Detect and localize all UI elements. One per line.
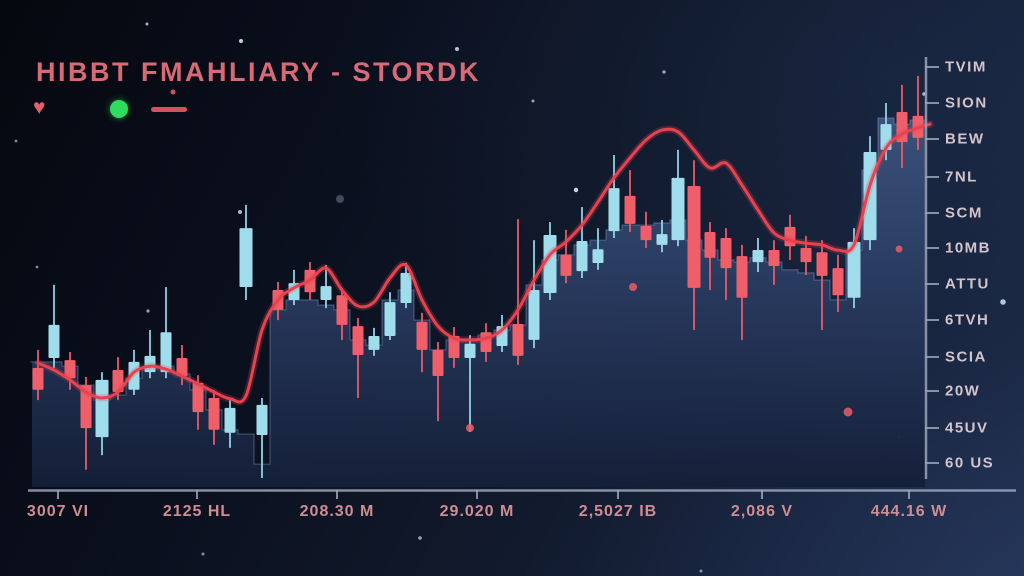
candle-body-down	[624, 195, 636, 224]
background-star	[145, 22, 149, 26]
background-star	[699, 569, 703, 573]
candle-body-down	[112, 370, 124, 392]
x-axis-label: 29.020 M	[439, 503, 515, 520]
candle-body-up	[256, 404, 268, 435]
y-axis-label: 6TVH	[945, 311, 990, 329]
candle-body-up	[144, 355, 156, 373]
candle-body-down	[720, 238, 732, 269]
y-axis-label: 45UV	[945, 419, 989, 437]
red-particle	[895, 245, 903, 253]
candle-body-up	[48, 324, 60, 358]
background-star	[573, 187, 579, 193]
candle-body-down	[416, 321, 428, 350]
candle-body-up	[239, 228, 253, 288]
y-axis-label: 7NL	[945, 168, 978, 186]
candle-body-up	[543, 235, 557, 294]
red-particle	[170, 89, 176, 95]
candle-body-down	[432, 349, 444, 377]
background-star	[418, 536, 422, 540]
ma-series-legend-dash[interactable]	[151, 107, 187, 112]
y-axis-label: 60 US	[945, 454, 995, 472]
x-axis-label: 444.16 W	[870, 503, 948, 520]
candle-body-up	[528, 290, 540, 340]
background-star	[14, 139, 18, 143]
y-axis-label: ATTU	[945, 275, 990, 293]
candle-body-down	[768, 250, 780, 266]
candle-body-down	[816, 252, 828, 276]
x-axis-label: 2,5027 IB	[578, 503, 658, 520]
candle-body-up	[95, 379, 109, 438]
candle-body-up	[368, 336, 380, 350]
background-star	[239, 39, 243, 43]
candle-body-up	[592, 249, 604, 263]
up-series-legend-dot[interactable]	[110, 100, 128, 118]
background-star	[336, 195, 344, 203]
ma-line	[36, 122, 932, 404]
x-axis-label: 2,086 V	[730, 503, 794, 520]
y-axis-label: SION	[945, 94, 988, 112]
candle-body-up	[752, 250, 764, 263]
candle-body-down	[352, 326, 364, 355]
candle-body-up	[847, 241, 861, 298]
candle-body-up	[464, 343, 476, 358]
candle-body-down	[704, 232, 716, 258]
background-star	[146, 309, 150, 313]
red-particle	[843, 407, 853, 417]
candle-body-up	[671, 177, 685, 241]
favorite-heart-icon[interactable]: ♥	[33, 96, 46, 119]
candle-body-down	[80, 385, 92, 429]
background-star	[1000, 299, 1006, 305]
x-axis-label: 2125 HL	[162, 503, 232, 520]
candle-body-down	[32, 367, 44, 390]
candle-body-up	[576, 241, 588, 272]
candle-body-down	[736, 256, 748, 298]
y-axis-label: 20W	[945, 382, 981, 400]
candle-body-down	[208, 397, 220, 430]
candle-body-down	[64, 360, 76, 379]
x-axis-label: 208.30 M	[299, 503, 375, 520]
y-axis-label: 10MB	[945, 239, 992, 257]
candle-body-up	[656, 234, 668, 245]
red-particle	[466, 424, 474, 432]
y-axis-label: SCM	[945, 204, 983, 222]
candle-body-up	[384, 302, 396, 337]
candle-body-down	[832, 268, 844, 296]
red-particle	[629, 283, 637, 291]
x-axis-label: 3007 VI	[26, 503, 90, 520]
chart-title: HIBBT FMAHLIARY - STORDK	[36, 57, 481, 87]
y-axis-label: BEW	[945, 130, 985, 148]
candle-body-down	[176, 357, 188, 377]
candle-body-down	[560, 254, 572, 276]
y-axis-label: SCIA	[945, 348, 987, 366]
y-axis-label: TVIM	[945, 58, 987, 76]
candle-body-down	[512, 324, 524, 356]
candle-body-down	[192, 382, 204, 413]
candle-body-down	[800, 247, 812, 263]
background-star	[35, 265, 39, 269]
candle-body-up	[320, 286, 332, 300]
price-area-fill	[30, 115, 926, 487]
candle-body-up	[160, 332, 172, 373]
background-star	[531, 99, 535, 103]
background-star	[455, 47, 459, 51]
candle-body-down	[448, 336, 460, 358]
candle-body-down	[640, 225, 652, 241]
candle-body-up	[608, 188, 620, 232]
candle-body-up	[224, 407, 236, 433]
chart-legend: ♥	[33, 96, 213, 124]
candle-body-down	[336, 295, 348, 325]
background-star	[201, 552, 205, 556]
candle-body-down	[687, 185, 701, 288]
background-star	[238, 210, 242, 214]
candle-body-up	[400, 272, 412, 303]
background-star	[662, 70, 666, 74]
